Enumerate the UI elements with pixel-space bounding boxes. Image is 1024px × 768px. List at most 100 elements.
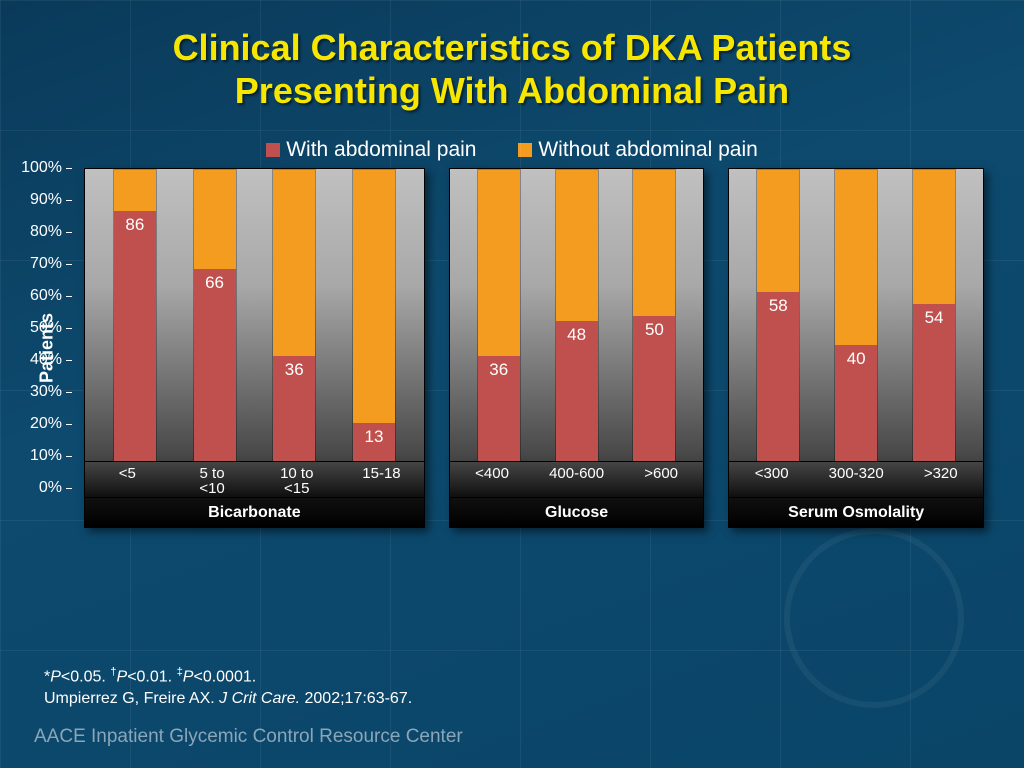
stacked-bar: 58	[756, 169, 800, 460]
legend: With abdominal pain Without abdominal pa…	[0, 138, 1024, 162]
legend-item-with: With abdominal pain	[266, 138, 482, 161]
x-tick-label: 5 to<10	[170, 462, 255, 498]
x-tick-label: >320	[898, 462, 983, 498]
y-tick: 50%	[20, 319, 72, 337]
bar-segment-without	[556, 170, 598, 321]
x-ticks: <400400-600>600	[449, 462, 705, 499]
x-tick-label: <300	[729, 462, 814, 498]
y-tick: 10%	[20, 447, 72, 465]
stacked-bar: 50	[632, 169, 676, 460]
x-ticks: <300300-320>320	[728, 462, 984, 499]
stacked-bar: 48	[555, 169, 599, 460]
chart-panel: 58 40 54 <300300-320>320Serum Osmolality	[728, 168, 984, 528]
bar-slot: 13	[334, 169, 414, 460]
y-tick: 30%	[20, 383, 72, 401]
citation-authors: Umpierrez G, Freire AX.	[44, 690, 219, 707]
stacked-bar: 66	[193, 169, 237, 460]
bar-slot: 36	[460, 169, 538, 460]
bar-segment-without	[913, 170, 955, 304]
legend-item-without: Without abdominal pain	[518, 138, 757, 161]
bar-slot: 40	[817, 169, 895, 460]
legend-label-without: Without abdominal pain	[538, 138, 757, 161]
bar-value-label: 50	[633, 320, 675, 340]
bar-segment-without	[194, 170, 236, 269]
bar-segment-without	[835, 170, 877, 344]
bar-value-label: 40	[835, 349, 877, 369]
stacked-bar: 54	[912, 169, 956, 460]
panel-title: Bicarbonate	[84, 498, 425, 528]
stacked-bar: 86	[113, 169, 157, 460]
slide-title: Clinical Characteristics of DKA Patients…	[0, 0, 1024, 112]
plot-area: 36 48 50	[449, 168, 705, 461]
x-ticks: <55 to<1010 to<1515-18	[84, 462, 425, 499]
bar-segment-without	[353, 170, 395, 423]
plot-area: 58 40 54	[728, 168, 984, 461]
bar-value-label: 58	[757, 296, 799, 316]
legend-label-with: With abdominal pain	[286, 138, 476, 161]
footnote-citation: Umpierrez G, Freire AX. J Crit Care. 200…	[44, 688, 412, 710]
bar-segment-with: 36	[273, 356, 315, 461]
panel-title: Serum Osmolality	[728, 498, 984, 528]
bar-value-label: 13	[353, 427, 395, 447]
bar-segment-with: 40	[835, 345, 877, 461]
y-tick: 0%	[20, 479, 72, 497]
plot-area: 86 66 36 13	[84, 168, 425, 461]
footer-credit: AACE Inpatient Glycemic Control Resource…	[34, 726, 463, 748]
bar-slot: 54	[895, 169, 973, 460]
bar-value-label: 86	[114, 215, 156, 235]
bar-segment-without	[114, 170, 156, 211]
x-tick-label: <5	[85, 462, 170, 498]
chart-panel: 36 48 50 <400400-600>600Glucose	[449, 168, 705, 528]
bar-slot: 66	[175, 169, 255, 460]
bar-slot: 50	[616, 169, 694, 460]
y-tick: 90%	[20, 191, 72, 209]
legend-swatch-without	[518, 143, 532, 157]
bar-segment-with: 86	[114, 211, 156, 461]
bar-slot: 58	[739, 169, 817, 460]
chart: Patients 0%10%20%30%40%50%60%70%80%90%10…	[76, 168, 984, 528]
bar-segment-with: 58	[757, 292, 799, 460]
bar-value-label: 36	[273, 360, 315, 380]
x-tick-label: 10 to<15	[254, 462, 339, 498]
bar-segment-with: 66	[194, 269, 236, 461]
chart-panels: 86 66 36 13 <55 to<1010 to<1515-18Bicarbonat…	[84, 168, 984, 528]
y-tick: 100%	[20, 159, 72, 177]
bar-segment-with: 50	[633, 316, 675, 461]
stacked-bar: 36	[272, 169, 316, 460]
citation-suffix: 2002;17:63-67.	[300, 690, 412, 707]
watermark-seal	[784, 528, 964, 708]
stacked-bar: 36	[477, 169, 521, 460]
y-axis-ticks: 0%10%20%30%40%50%60%70%80%90%100%	[20, 168, 72, 488]
stacked-bar: 40	[834, 169, 878, 460]
y-tick: 40%	[20, 351, 72, 369]
title-line-2: Presenting With Abdominal Pain	[0, 69, 1024, 112]
bar-slot: 36	[254, 169, 334, 460]
y-tick: 60%	[20, 287, 72, 305]
x-tick-label: 300-320	[814, 462, 899, 498]
bar-value-label: 48	[556, 325, 598, 345]
bar-slot: 86	[95, 169, 175, 460]
footnote-significance: *P<0.05. †P<0.01. ‡P<0.0001.	[44, 665, 412, 688]
x-tick-label: 15-18	[339, 462, 424, 498]
y-tick: 70%	[20, 255, 72, 273]
footnotes: *P<0.05. †P<0.01. ‡P<0.0001. Umpierrez G…	[44, 665, 412, 710]
citation-journal: J Crit Care.	[219, 690, 300, 707]
bar-value-label: 54	[913, 308, 955, 328]
bar-segment-with: 36	[478, 356, 520, 461]
bar-value-label: 36	[478, 360, 520, 380]
stacked-bar: 13	[352, 169, 396, 460]
bar-segment-with: 54	[913, 304, 955, 461]
bar-value-label: 66	[194, 273, 236, 293]
x-tick-label: 400-600	[534, 462, 619, 498]
bar-segment-with: 13	[353, 423, 395, 461]
panel-title: Glucose	[449, 498, 705, 528]
bar-segment-with: 48	[556, 321, 598, 460]
legend-swatch-with	[266, 143, 280, 157]
bar-segment-without	[273, 170, 315, 356]
x-tick-label: >600	[619, 462, 704, 498]
bar-segment-without	[478, 170, 520, 356]
y-tick: 20%	[20, 415, 72, 433]
x-tick-label: <400	[450, 462, 535, 498]
bar-segment-without	[757, 170, 799, 292]
bar-slot: 48	[538, 169, 616, 460]
